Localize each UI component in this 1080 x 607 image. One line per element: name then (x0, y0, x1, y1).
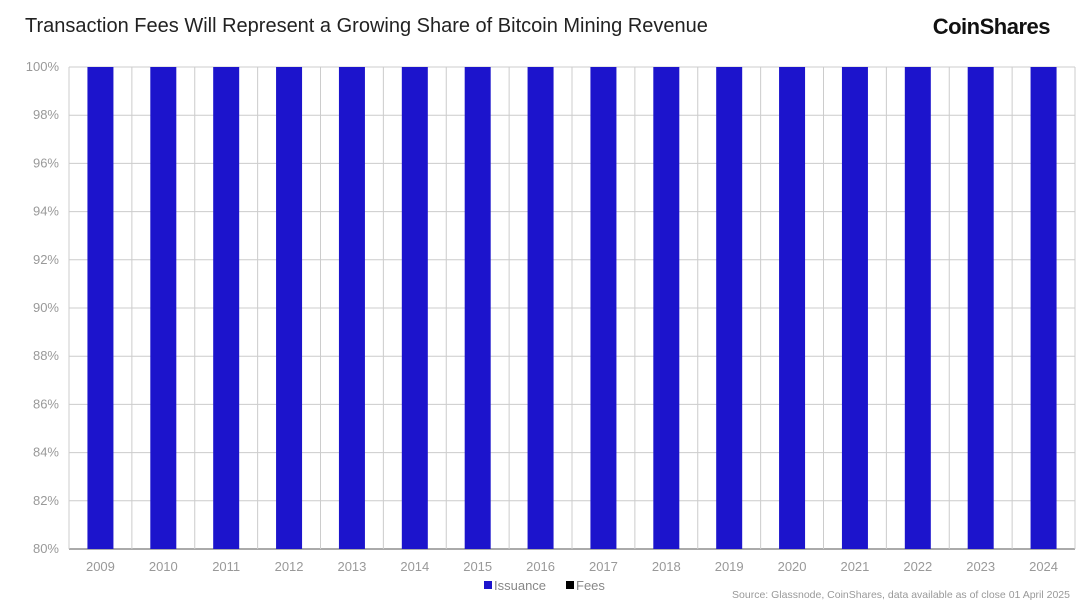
x-tick-label: 2024 (1029, 559, 1058, 574)
y-tick-label: 88% (33, 348, 59, 363)
bar-issuance-2021 (841, 67, 868, 549)
y-tick-label: 92% (33, 252, 59, 267)
bar-issuance-2012 (276, 67, 303, 549)
legend-label-issuance: Issuance (494, 578, 546, 593)
y-tick-label: 100% (26, 59, 60, 74)
y-tick-label: 82% (33, 493, 59, 508)
x-tick-label: 2022 (903, 559, 932, 574)
y-tick-label: 96% (33, 155, 59, 170)
x-tick-label: 2014 (400, 559, 429, 574)
legend-label-fees: Fees (576, 578, 605, 593)
bar-issuance-2013 (338, 67, 365, 549)
bar-issuance-2015 (464, 67, 491, 549)
bar-issuance-2018 (653, 67, 680, 549)
y-tick-label: 84% (33, 445, 59, 460)
x-tick-label: 2021 (840, 559, 869, 574)
x-tick-label: 2009 (86, 559, 115, 574)
y-tick-label: 98% (33, 107, 59, 122)
x-tick-label: 2023 (966, 559, 995, 574)
x-tick-label: 2015 (463, 559, 492, 574)
x-tick-label: 2019 (715, 559, 744, 574)
y-tick-label: 80% (33, 541, 59, 556)
bar-issuance-2019 (716, 67, 743, 549)
bar-issuance-2009 (87, 67, 114, 549)
x-tick-label: 2017 (589, 559, 618, 574)
legend-swatch-fees (566, 581, 574, 589)
bar-issuance-2010 (150, 67, 177, 549)
y-tick-label: 90% (33, 300, 59, 315)
y-tick-label: 86% (33, 396, 59, 411)
bar-issuance-2011 (213, 67, 240, 549)
x-tick-label: 2016 (526, 559, 555, 574)
x-tick-label: 2013 (337, 559, 366, 574)
legend-swatch-issuance (484, 581, 492, 589)
bar-issuance-2022 (904, 67, 931, 549)
bar-issuance-2024 (1030, 67, 1057, 549)
x-tick-label: 2011 (212, 559, 240, 574)
source-note: Source: Glassnode, CoinShares, data avai… (732, 589, 1070, 601)
coinshares-logo: CoinShares (932, 14, 1051, 39)
chart-title: Transaction Fees Will Represent a Growin… (25, 15, 708, 37)
bar-issuance-2014 (401, 67, 428, 549)
x-tick-label: 2010 (149, 559, 178, 574)
y-tick-label: 94% (33, 204, 59, 219)
bar-issuance-2016 (527, 67, 554, 549)
x-tick-label: 2020 (778, 559, 807, 574)
x-tick-label: 2018 (652, 559, 681, 574)
bar-issuance-2020 (779, 67, 806, 549)
bar-issuance-2023 (967, 67, 994, 549)
bar-issuance-2017 (590, 67, 617, 549)
x-tick-label: 2012 (275, 559, 304, 574)
